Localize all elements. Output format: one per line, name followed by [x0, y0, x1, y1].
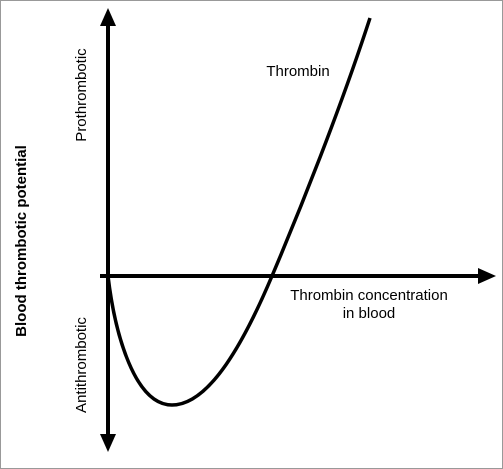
x-axis-title: in blood — [343, 305, 396, 322]
upper-label: Prothrombotic — [73, 48, 90, 142]
thrombin-curve — [106, 17, 372, 407]
x-axis-title: Thrombin concentration — [290, 287, 448, 304]
y-axis-title: Blood thrombotic potential — [13, 145, 30, 337]
lower-label: Antithrombotic — [73, 317, 90, 413]
x-axis-arrow — [478, 268, 496, 284]
y-axis-arrow-down — [100, 434, 116, 452]
curve-label: Thrombin — [266, 63, 329, 80]
y-axis-arrow-up — [100, 8, 116, 26]
